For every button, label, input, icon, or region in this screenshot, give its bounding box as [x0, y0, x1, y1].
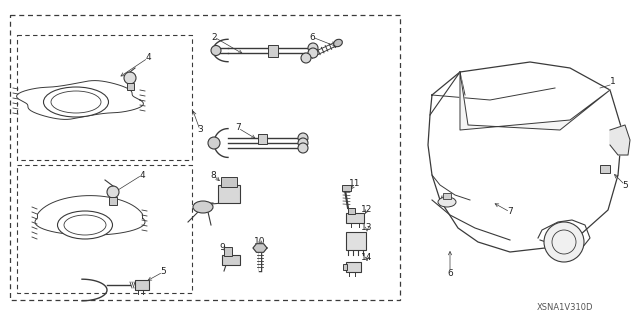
Bar [109, 197, 117, 205]
Text: 14: 14 [362, 253, 372, 262]
Bar [222, 255, 240, 265]
Circle shape [298, 143, 308, 153]
Bar [346, 232, 366, 250]
Text: 5: 5 [160, 268, 166, 277]
Circle shape [107, 186, 119, 198]
Text: 1: 1 [610, 78, 616, 86]
Bar [127, 83, 134, 90]
Bar [348, 208, 355, 214]
Text: 5: 5 [622, 181, 628, 189]
Text: 7: 7 [507, 207, 513, 217]
Circle shape [301, 53, 311, 63]
Bar [258, 134, 267, 144]
Text: 4: 4 [139, 170, 145, 180]
Text: 3: 3 [197, 125, 203, 135]
Bar [600, 165, 610, 173]
Text: 11: 11 [349, 179, 361, 188]
Circle shape [298, 138, 308, 148]
Circle shape [308, 48, 318, 58]
Circle shape [208, 137, 220, 149]
Circle shape [298, 133, 308, 143]
Bar [342, 185, 351, 191]
Bar [346, 262, 361, 272]
Text: 6: 6 [447, 269, 453, 278]
Text: 8: 8 [210, 170, 216, 180]
Bar [221, 177, 237, 187]
Bar [443, 193, 451, 199]
Text: 6: 6 [309, 33, 315, 41]
Text: 7: 7 [235, 123, 241, 132]
Text: 13: 13 [361, 224, 372, 233]
Ellipse shape [193, 201, 213, 213]
Bar [17, 35, 192, 160]
Bar [218, 185, 240, 203]
Ellipse shape [58, 211, 113, 239]
Polygon shape [460, 72, 610, 130]
Text: XSNA1V310D: XSNA1V310D [537, 302, 593, 311]
Bar [346, 213, 364, 223]
Bar [135, 280, 149, 290]
Bar [224, 247, 232, 256]
Polygon shape [428, 62, 622, 252]
Ellipse shape [438, 197, 456, 207]
Polygon shape [17, 81, 143, 119]
Circle shape [308, 43, 318, 53]
Circle shape [211, 46, 221, 56]
Circle shape [544, 222, 584, 262]
Bar [17, 165, 192, 293]
Circle shape [124, 72, 136, 84]
Ellipse shape [333, 39, 342, 47]
Text: 9: 9 [219, 242, 225, 251]
Ellipse shape [44, 87, 109, 117]
Text: 10: 10 [254, 236, 266, 246]
Bar [343, 264, 347, 270]
Bar [10, 15, 400, 300]
Text: 4: 4 [145, 54, 151, 63]
Bar [268, 45, 278, 57]
Polygon shape [610, 125, 630, 155]
Text: 2: 2 [211, 33, 217, 41]
Polygon shape [253, 244, 267, 252]
Text: 12: 12 [362, 205, 372, 214]
